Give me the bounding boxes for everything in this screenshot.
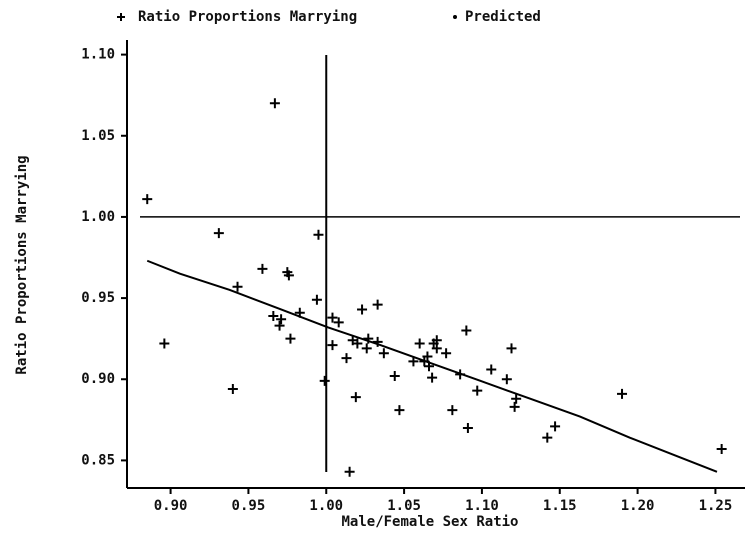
point	[257, 263, 268, 274]
x-tick-label: 1.25	[699, 498, 733, 514]
point	[414, 338, 425, 349]
point	[350, 392, 361, 403]
point	[344, 466, 355, 477]
point	[341, 353, 352, 364]
legend-label: Ratio Proportions Marrying	[138, 9, 357, 25]
point	[394, 405, 405, 416]
y-tick-label: 1.05	[81, 128, 115, 144]
point	[617, 388, 628, 399]
point	[142, 194, 153, 205]
point	[509, 401, 520, 412]
point	[159, 338, 170, 349]
y-tick-label: 1.00	[81, 209, 115, 225]
point	[213, 228, 224, 239]
point	[506, 343, 517, 354]
y-tick-label: 0.90	[81, 371, 115, 387]
legend-marker	[117, 13, 125, 21]
point	[422, 351, 433, 362]
point	[269, 98, 280, 109]
point	[274, 320, 285, 331]
point	[389, 371, 400, 381]
predicted-line	[146, 259, 718, 473]
x-tick-label: 1.20	[621, 498, 655, 514]
x-tick-label: 1.10	[465, 498, 499, 514]
point	[327, 312, 338, 323]
point	[319, 375, 330, 386]
point	[276, 314, 287, 325]
x-tick-label: 1.00	[309, 498, 343, 514]
point	[232, 281, 243, 292]
point	[268, 310, 279, 321]
point	[501, 374, 512, 385]
point	[311, 294, 322, 305]
point	[542, 432, 553, 443]
legend-marker	[453, 15, 457, 19]
y-tick-label: 0.85	[81, 452, 115, 468]
point	[441, 348, 452, 359]
point	[352, 338, 363, 349]
point	[431, 335, 442, 346]
point	[486, 364, 497, 375]
point	[227, 383, 238, 394]
legend-label: Predicted	[465, 9, 541, 25]
point	[378, 348, 389, 359]
point	[408, 356, 419, 367]
point	[462, 422, 473, 433]
point	[427, 372, 438, 383]
point	[447, 405, 458, 416]
y-tick-label: 0.95	[81, 290, 115, 306]
point	[357, 304, 368, 315]
point	[361, 343, 372, 354]
x-tick-label: 0.90	[154, 498, 188, 514]
y-tick-label: 1.10	[81, 47, 115, 63]
point	[511, 393, 522, 404]
point	[716, 444, 727, 455]
point	[461, 325, 472, 336]
point	[472, 385, 483, 396]
point	[283, 270, 294, 281]
point	[550, 421, 561, 432]
point	[313, 229, 324, 240]
point	[372, 336, 383, 347]
x-tick-label: 1.15	[543, 498, 577, 514]
point	[327, 340, 338, 351]
y-axis-title: Ratio Proportions Marrying	[14, 155, 30, 374]
x-axis-title: Male/Female Sex Ratio	[341, 514, 518, 530]
point	[372, 299, 383, 310]
point	[285, 333, 296, 344]
point	[333, 317, 344, 328]
x-tick-label: 0.95	[232, 498, 266, 514]
x-tick-label: 1.05	[387, 498, 421, 514]
